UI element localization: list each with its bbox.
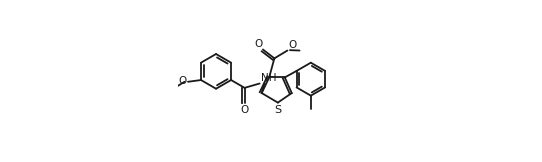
Text: O: O [288,40,296,50]
Text: O: O [254,39,262,49]
Text: O: O [241,105,249,115]
Text: NH: NH [261,73,276,83]
Text: S: S [274,105,281,115]
Text: O: O [179,76,187,86]
